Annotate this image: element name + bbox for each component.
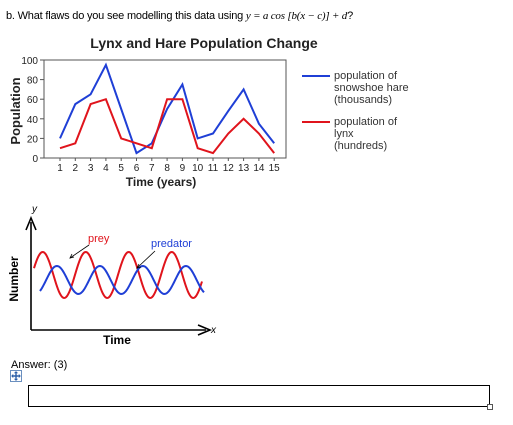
legend-lynx-label: population of xyxy=(334,116,398,128)
x-tick-label: 8 xyxy=(164,163,170,174)
prey-curve xyxy=(33,250,203,300)
y-axis-label: Population xyxy=(8,77,23,144)
y-tick-label: 100 xyxy=(21,56,38,67)
question-suffix: ? xyxy=(347,10,353,22)
x-tick-label: 10 xyxy=(192,163,204,174)
x-axis-arrowhead xyxy=(197,324,213,336)
predator-pointer-head xyxy=(136,263,142,269)
hare-series-line xyxy=(59,62,275,155)
x-tick-label: 1 xyxy=(57,163,63,174)
x-tick-label: 15 xyxy=(269,163,281,174)
answer-input[interactable] xyxy=(28,385,490,407)
plus-move-icon[interactable] xyxy=(10,370,22,382)
legend-hare-label: snowshoe hare xyxy=(334,82,409,94)
predator-pointer-line xyxy=(136,250,156,269)
prey-pointer-line xyxy=(69,244,90,259)
answer-label: Answer: (3) xyxy=(11,359,68,371)
question-text: b. What flaws do you see modelling this … xyxy=(6,10,353,22)
x-tick-label: 14 xyxy=(253,163,265,174)
resize-handle[interactable] xyxy=(487,404,493,410)
y-axis-letter: y xyxy=(31,204,38,215)
x-tick-label: 6 xyxy=(134,163,140,174)
x-tick-label: 5 xyxy=(118,163,124,174)
x-tick-label: 4 xyxy=(103,163,109,174)
legend-lynx-label: (hundreds) xyxy=(334,140,387,152)
x-axis-label-time: Time xyxy=(103,333,131,347)
x-tick-label: 9 xyxy=(180,163,186,174)
x-tick-label: 12 xyxy=(223,163,235,174)
question-equation: y = a cos [b(x − c)] + d xyxy=(245,10,348,22)
x-tick-label: 7 xyxy=(149,163,155,174)
chart-title: Lynx and Hare Population Change xyxy=(90,35,318,51)
legend-hare-label: (thousands) xyxy=(334,94,392,106)
y-axis-label-number: Number xyxy=(7,256,21,302)
population-chart: Lynx and Hare Population Change Populati… xyxy=(8,35,409,189)
y-axis-arrowhead xyxy=(25,215,37,231)
x-axis-letter: x xyxy=(210,325,217,336)
x-tick-label: 11 xyxy=(208,163,219,174)
prey-pointer-head xyxy=(69,253,75,259)
x-tick-label: 3 xyxy=(88,163,94,174)
predator-prey-graph: y x Number Time prey predator xyxy=(7,204,217,347)
predator-label: predator xyxy=(151,238,192,250)
y-tick-label: 80 xyxy=(27,76,39,87)
legend-lynx-label: lynx xyxy=(334,128,354,140)
y-tick-label: 60 xyxy=(27,95,39,106)
x-tick-label: 2 xyxy=(73,163,79,174)
y-tick-label: 20 xyxy=(27,134,39,145)
x-tick-label: 13 xyxy=(238,163,250,174)
question-prefix: b. What flaws do you see modelling this … xyxy=(6,10,246,22)
legend-hare-label: population of xyxy=(334,70,398,82)
y-tick-label: 40 xyxy=(27,115,39,126)
plot-frame xyxy=(43,59,287,159)
y-tick-label: 0 xyxy=(32,154,38,165)
x-axis-label: Time (years) xyxy=(126,175,196,189)
prey-label: prey xyxy=(88,233,110,245)
lynx-series-line xyxy=(59,97,275,155)
predator-curve xyxy=(39,264,205,296)
